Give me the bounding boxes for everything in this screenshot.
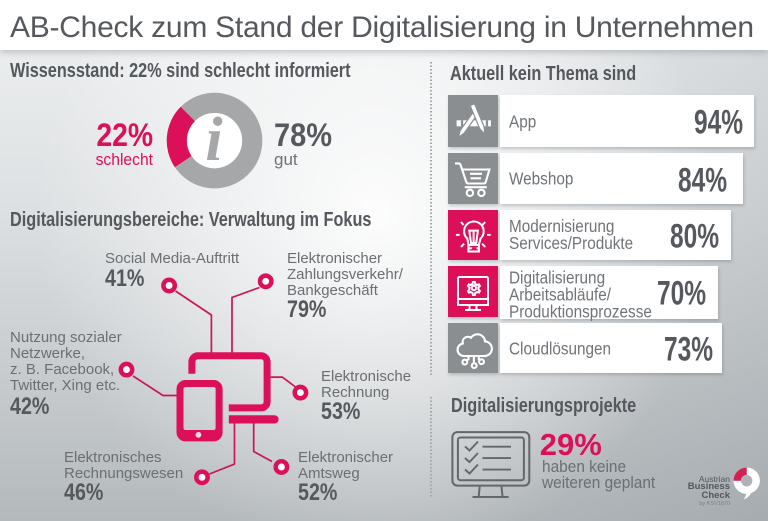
svg-text:i: i	[205, 106, 222, 174]
